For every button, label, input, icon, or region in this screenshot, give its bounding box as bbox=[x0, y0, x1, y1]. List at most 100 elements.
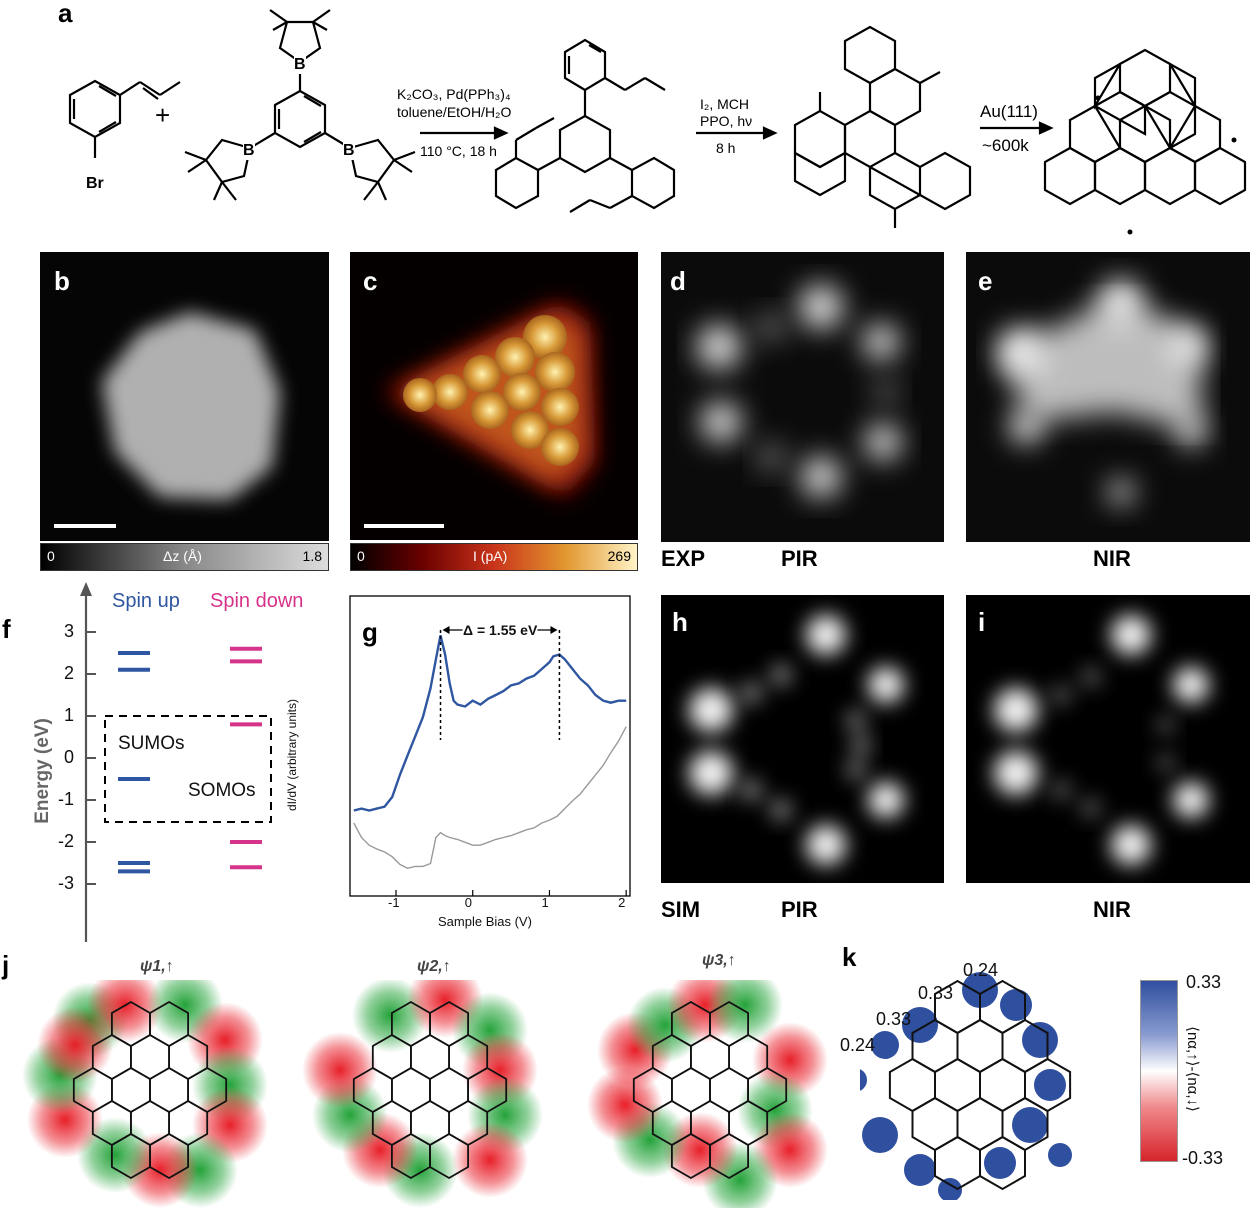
orbital-lobe bbox=[452, 1122, 528, 1198]
legend-spin-up: Spin up bbox=[112, 590, 180, 612]
g-y-axis-label: dI/dV (arbitrary units) bbox=[285, 698, 300, 812]
f-y-tick-label: 1 bbox=[63, 705, 74, 725]
spin-density-blob bbox=[871, 1031, 899, 1059]
delta-arrowhead-left bbox=[442, 626, 450, 634]
g-x-tick-label: 0 bbox=[464, 895, 472, 910]
atom-br: Br bbox=[86, 175, 104, 192]
spin-colorbar bbox=[1140, 980, 1178, 1162]
label-pir-top: PIR bbox=[781, 546, 818, 571]
g-x-tick-label: -1 bbox=[388, 895, 400, 910]
orbital-label-3: ψ3,↑ bbox=[702, 952, 736, 969]
spin-value-1: 0.24 bbox=[963, 960, 999, 980]
label-sim: SIM bbox=[661, 897, 701, 922]
colorbar-b-min: 0 bbox=[47, 548, 55, 564]
hexagon bbox=[149, 1066, 189, 1114]
panel-letter-c: c bbox=[363, 266, 378, 296]
hexagon bbox=[111, 1066, 151, 1114]
hexagon bbox=[391, 1066, 431, 1114]
step2-conditions-1: I₂, MCH bbox=[700, 96, 749, 112]
colorbar-c-max: 269 bbox=[607, 548, 631, 564]
step1-conditions-2: toluene/EtOH/H₂O bbox=[397, 104, 512, 120]
colorbar-c: 0 I (pA) 269 bbox=[350, 543, 638, 571]
benzene-ring-reactant1 bbox=[68, 79, 122, 139]
spin-colorbar-max: 0.33 bbox=[1186, 972, 1222, 992]
f-y-tick-label: -3 bbox=[57, 873, 74, 893]
triangulene-product bbox=[1043, 48, 1247, 206]
scale-bar-c bbox=[364, 524, 444, 528]
dIdV-spectra-chart bbox=[349, 595, 631, 897]
hexagon bbox=[129, 1033, 171, 1081]
f-y-tick-label: -2 bbox=[57, 831, 74, 851]
central-benzene-product1 bbox=[558, 114, 612, 174]
spin-density-blob bbox=[1034, 1069, 1066, 1101]
panel-letter-k: k bbox=[842, 942, 857, 972]
hexagon bbox=[956, 1018, 1004, 1074]
step3-conditions-1: Au(111) bbox=[980, 102, 1038, 121]
sim-nir-image bbox=[966, 595, 1250, 883]
g-x-tick-label: 2 bbox=[618, 895, 626, 910]
colorbar-b: 0 Δz (Å) 1.8 bbox=[40, 543, 329, 571]
hexagon bbox=[979, 1057, 1026, 1113]
step2-conditions-2: PPO, hν bbox=[700, 113, 753, 129]
panel-letter-h: h bbox=[672, 607, 688, 637]
atom-b-right: B bbox=[343, 142, 355, 160]
spin-value-3: 0.33 bbox=[876, 1009, 912, 1029]
hexagon bbox=[934, 1057, 981, 1113]
hexagon bbox=[956, 1096, 1004, 1152]
g-x-axis-label: Sample Bias (V) bbox=[438, 914, 532, 929]
atom-b-top: B bbox=[294, 56, 306, 74]
legend-spin-down: Spin down bbox=[210, 590, 304, 612]
label-pir-bottom: PIR bbox=[781, 897, 818, 922]
orbital-label-1: ψ1,↑ bbox=[140, 958, 174, 975]
spin-density-blob bbox=[1048, 1143, 1072, 1167]
plot-frame bbox=[349, 595, 631, 897]
hexagon bbox=[149, 1132, 189, 1180]
spin-colorbar-min: -0.33 bbox=[1182, 1148, 1224, 1168]
f-y-tick-label: -1 bbox=[57, 789, 74, 809]
panel-letter-b: b bbox=[54, 266, 70, 296]
exp-pir-image bbox=[661, 252, 944, 542]
hexagon bbox=[979, 1135, 1026, 1191]
hexagon bbox=[671, 1066, 711, 1114]
spin-density-blob bbox=[962, 972, 998, 1008]
label-nir-top: NIR bbox=[1093, 546, 1131, 571]
spin-density-blob bbox=[984, 1147, 1016, 1179]
delta-arrowhead-right bbox=[550, 626, 558, 634]
benzene-ring-boronate bbox=[273, 89, 327, 149]
spin-value-4: 0.24 bbox=[840, 1035, 876, 1055]
spin-colorbar-label: ⟨nα,↑⟩-⟨nα,↓⟩ bbox=[1183, 1026, 1201, 1112]
step1-conditions-1: K₂CO₃, Pd(PPh₃)₄ bbox=[397, 86, 511, 102]
spin-density-blob bbox=[860, 1069, 867, 1091]
spin-density-lattice bbox=[860, 972, 1072, 1200]
energy-axis-label: Energy (eV) bbox=[31, 718, 53, 824]
hexagon bbox=[911, 1096, 959, 1152]
plus-sign: + bbox=[155, 100, 171, 130]
peak-separation-annotation: Δ = 1.55 eV bbox=[463, 622, 538, 638]
step2-conditions-3: 8 h bbox=[716, 140, 736, 156]
f-y-tick-label: 0 bbox=[63, 747, 74, 767]
step1-conditions-3: 110 °C, 18 h bbox=[420, 143, 497, 159]
hexagon bbox=[709, 1132, 749, 1180]
energy-level-diagram bbox=[80, 582, 272, 942]
spin-density-blob bbox=[1022, 1022, 1058, 1058]
label-exp: EXP bbox=[661, 546, 706, 571]
orbital-plots bbox=[22, 980, 828, 1208]
scale-bar-b bbox=[54, 524, 116, 528]
panel-letter-a: a bbox=[58, 0, 73, 28]
spectrum-line-1 bbox=[353, 635, 627, 812]
spin-density-blob bbox=[938, 1178, 962, 1200]
colorbar-b-label: Δz (Å) bbox=[163, 548, 202, 564]
g-x-tick-label: 1 bbox=[541, 895, 549, 910]
spin-density-blob bbox=[862, 1117, 898, 1153]
spin-density-blob bbox=[1000, 989, 1032, 1021]
panel-letter-d: d bbox=[670, 266, 686, 296]
orbital-lobe bbox=[37, 1007, 113, 1083]
sim-pir-image bbox=[661, 595, 944, 883]
stm-topography-image bbox=[40, 252, 329, 541]
exp-nir-image bbox=[966, 252, 1250, 542]
hexagon bbox=[429, 1132, 469, 1180]
colorbar-c-label: I (pA) bbox=[473, 548, 508, 564]
orbital-lobe bbox=[302, 1032, 378, 1108]
f-y-tick-label: 3 bbox=[63, 621, 74, 641]
f-y-tick-label: 2 bbox=[63, 663, 74, 683]
